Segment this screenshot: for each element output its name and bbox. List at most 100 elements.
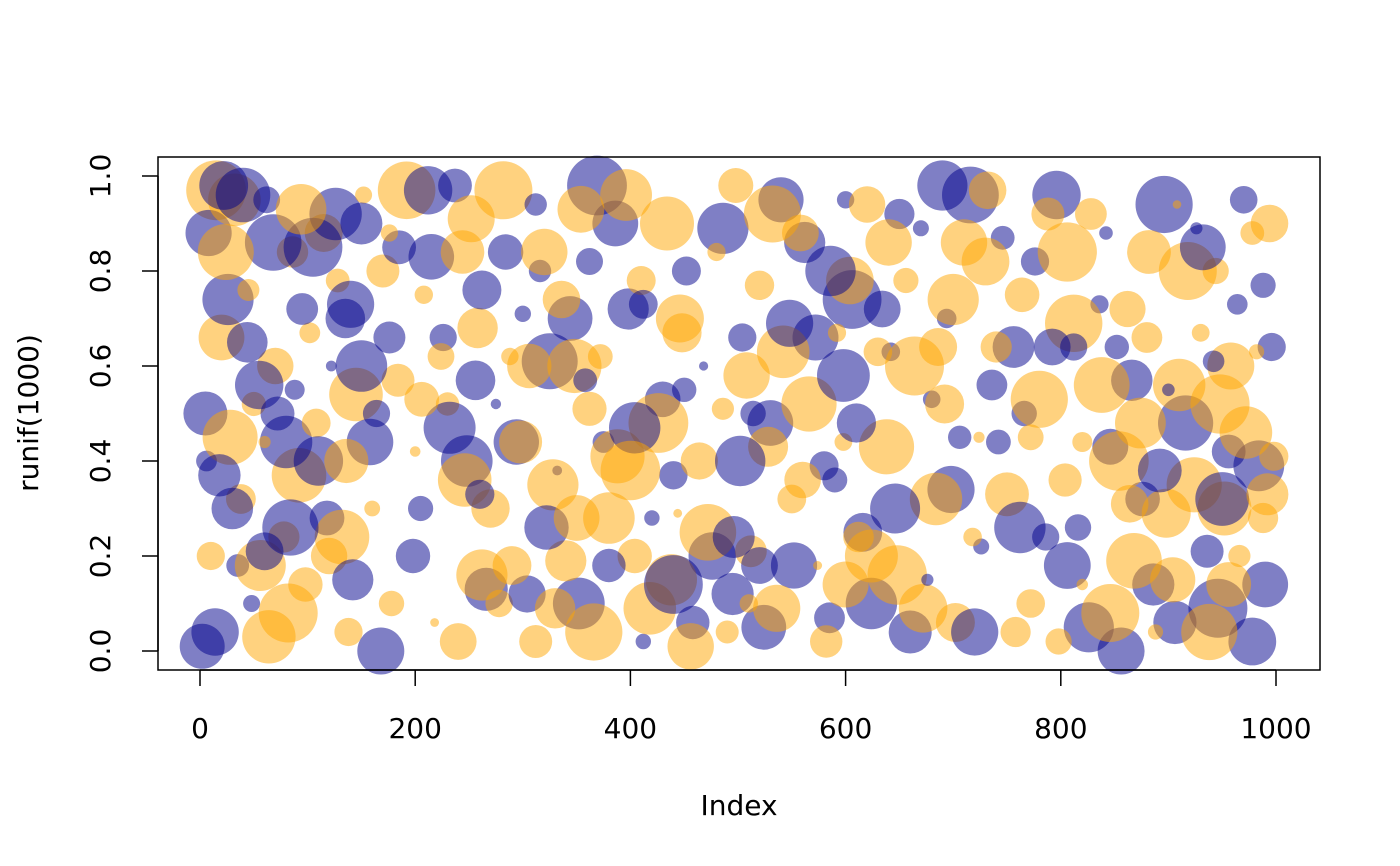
data-point [863, 337, 893, 367]
data-point [784, 461, 821, 499]
x-tick-label: 1000 [1240, 712, 1311, 745]
data-point [565, 603, 623, 661]
data-point [640, 196, 694, 251]
data-point [1064, 514, 1092, 541]
data-point [1048, 463, 1082, 497]
data-point [1016, 589, 1045, 618]
data-point [699, 361, 709, 371]
data-point [364, 500, 381, 517]
data-point [1104, 334, 1130, 360]
data-point [439, 623, 477, 660]
data-point [403, 166, 453, 215]
data-point [822, 467, 848, 493]
data-point [1250, 204, 1289, 243]
data-point [707, 242, 726, 262]
data-point [951, 608, 999, 656]
data-point [912, 220, 929, 237]
plot-points [179, 155, 1289, 675]
data-point [258, 435, 271, 449]
data-point [1017, 424, 1044, 451]
data-point [243, 595, 261, 612]
y-tick-label: 0.4 [84, 439, 117, 484]
data-point [335, 340, 388, 392]
data-point [753, 584, 801, 632]
data-point [1228, 544, 1251, 568]
data-point [404, 381, 440, 417]
data-point [986, 429, 1011, 455]
data-point [1190, 534, 1224, 568]
data-point [1250, 272, 1276, 298]
data-point [325, 360, 337, 372]
data-point [414, 285, 433, 304]
y-tick-label: 0.0 [84, 629, 117, 674]
data-point [501, 347, 519, 366]
data-point [712, 516, 755, 558]
data-point [545, 540, 587, 582]
data-point [1202, 350, 1225, 373]
data-point [827, 323, 847, 342]
data-point [805, 245, 856, 297]
data-point [813, 561, 823, 570]
data-point [739, 594, 758, 613]
data-point [961, 237, 1010, 286]
data-point [380, 224, 398, 242]
data-point [814, 602, 845, 634]
data-point [314, 509, 370, 565]
data-point [1115, 397, 1166, 449]
data-point [1000, 616, 1031, 648]
data-point [514, 305, 531, 322]
x-axis: 0 200 400 600 800 1000 [191, 669, 1312, 745]
data-point [462, 270, 502, 310]
data-point [1228, 617, 1277, 666]
data-point [592, 548, 626, 583]
data-point [810, 625, 843, 658]
data-point [1206, 562, 1252, 607]
data-point [332, 559, 374, 601]
data-point [408, 495, 434, 522]
data-point [381, 363, 415, 397]
data-point [680, 442, 718, 480]
data-point [1110, 485, 1149, 523]
data-point [1259, 441, 1289, 471]
data-point [644, 555, 703, 614]
data-point [576, 248, 603, 275]
data-point [534, 588, 576, 629]
y-tick-label: 0.8 [84, 249, 117, 294]
data-point [1043, 542, 1091, 589]
data-point [1190, 374, 1250, 434]
data-point [235, 360, 284, 410]
data-point [1033, 328, 1071, 366]
data-point [728, 323, 757, 352]
data-point [711, 397, 735, 420]
data-point [465, 479, 495, 509]
data-point [626, 266, 656, 295]
data-point [909, 472, 963, 526]
data-point [457, 307, 498, 349]
data-point [362, 399, 391, 428]
data-point [334, 617, 363, 647]
data-point [1072, 432, 1093, 452]
data-point [817, 349, 870, 402]
data-point [357, 627, 405, 675]
data-point [600, 169, 652, 221]
data-point [697, 202, 749, 254]
data-point [1075, 198, 1107, 230]
data-point [1037, 222, 1097, 282]
x-tick-label: 200 [388, 712, 441, 745]
data-point [440, 230, 485, 274]
data-point [963, 527, 982, 547]
data-point [327, 280, 375, 328]
y-tick-label: 0.6 [84, 344, 117, 389]
data-point [1031, 197, 1065, 231]
data-point [718, 168, 754, 203]
data-point [1099, 226, 1113, 240]
data-point [542, 280, 581, 319]
data-point [836, 403, 877, 443]
data-point [573, 368, 598, 393]
data-point [715, 435, 766, 487]
data-point [644, 510, 660, 526]
data-point [994, 501, 1046, 554]
data-point [863, 290, 901, 328]
data-point [258, 583, 318, 643]
